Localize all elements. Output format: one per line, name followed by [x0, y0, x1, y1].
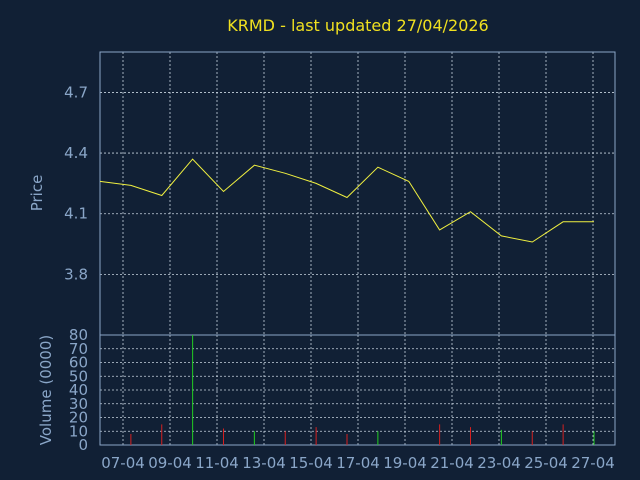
volume-plot-frame [99, 334, 616, 446]
price-tick-label: 3.8 [64, 265, 88, 283]
volume-tick-label: 10 [69, 422, 88, 440]
x-tick-label: 13-04 [242, 454, 286, 472]
volume-tick-label: 80 [69, 326, 88, 344]
volume-tick-label: 60 [69, 354, 88, 372]
volume-axis-label: Volume (0000) [37, 335, 55, 445]
price-tick-label: 4.7 [64, 83, 88, 101]
x-tick-label: 17-04 [336, 454, 380, 472]
x-tick-label: 19-04 [383, 454, 427, 472]
x-tick-label: 21-04 [430, 454, 474, 472]
x-tick-label: 25-04 [524, 454, 568, 472]
price-axis-label: Price [28, 175, 46, 212]
price-series-line [99, 158, 594, 243]
volume-tick-label: 70 [69, 340, 88, 358]
volume-tick-label: 40 [69, 381, 88, 399]
volume-tick-label: 50 [69, 367, 88, 385]
x-tick-label: 09-04 [148, 454, 192, 472]
price-tick-label: 4.1 [64, 205, 88, 223]
x-tick-label: 27-04 [571, 454, 615, 472]
chart-title: KRMD - last updated 27/04/2026 [227, 16, 488, 35]
volume-tick-label: 30 [69, 395, 88, 413]
x-tick-label: 11-04 [195, 454, 239, 472]
volume-tick-label: 20 [69, 409, 88, 427]
x-tick-label: 23-04 [477, 454, 521, 472]
volume-tick-label: 0 [78, 436, 88, 454]
price-panel: 3.8 4.1 4.4 4.7 Price [28, 51, 616, 336]
x-axis: 07-04 09-04 11-04 13-04 15-04 17-04 19-04 21-04… [101, 454, 615, 472]
x-tick-label: 07-04 [101, 454, 145, 472]
price-plot-frame [99, 51, 616, 336]
x-tick-label: 15-04 [289, 454, 333, 472]
price-tick-label: 4.4 [64, 144, 88, 162]
